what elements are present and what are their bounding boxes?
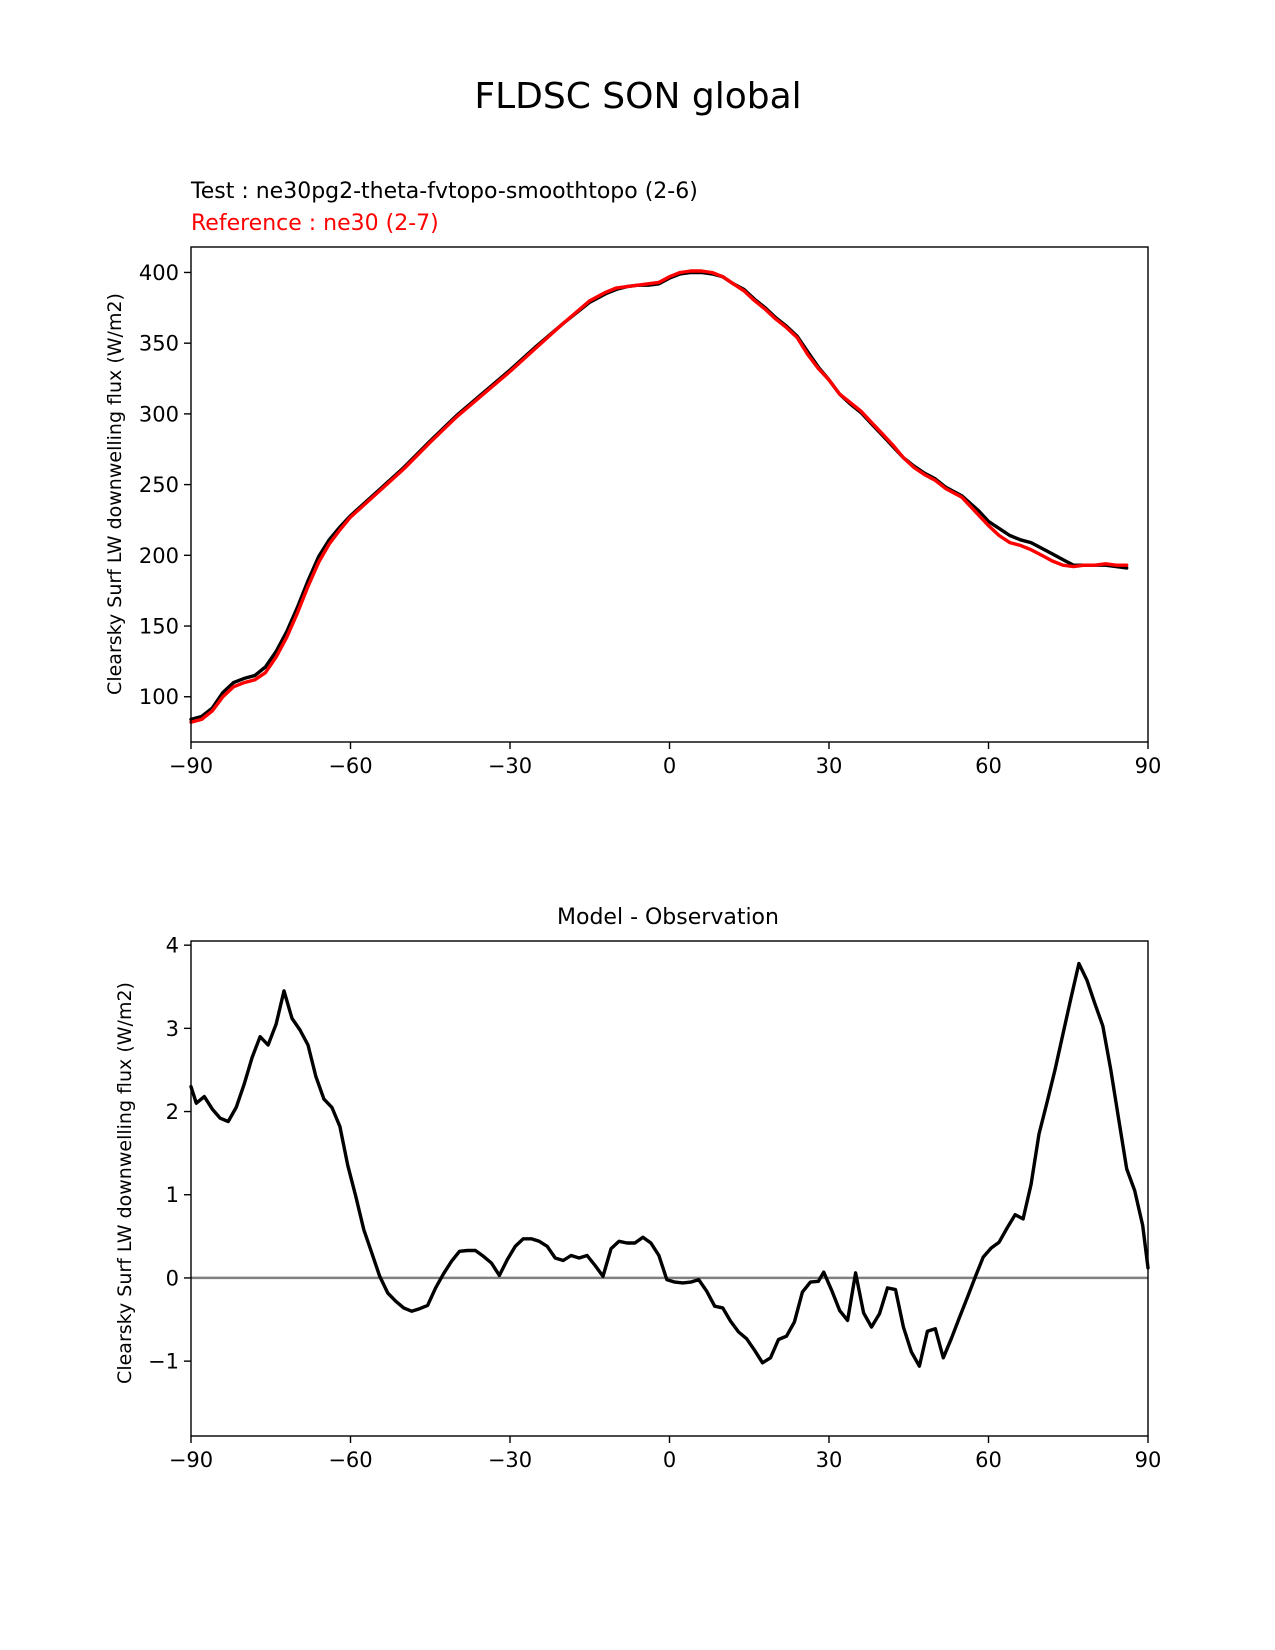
top-x-tick-label: −60 [328, 754, 372, 778]
bottom-x-tick-label: 90 [1135, 1448, 1162, 1472]
top-y-tick-label: 250 [139, 473, 179, 497]
top-y-tick-label: 350 [139, 332, 179, 356]
bottom-chart: Model - Observation Clearsky Surf LW dow… [114, 905, 1161, 1472]
top-plot-area: −90 −60 −30 0 30 60 90 100 150 200 250 300 350 400 [139, 246, 1162, 778]
bottom-x-tick-label: −90 [169, 1448, 213, 1472]
top-y-tick-label: 300 [139, 402, 179, 426]
bottom-y-tick-label: 4 [166, 934, 179, 958]
top-x-tick-label: −90 [169, 754, 213, 778]
bottom-x-tick-label: −60 [328, 1448, 372, 1472]
top-x-tick-label: 90 [1135, 754, 1162, 778]
bottom-x-tick-label: 0 [663, 1448, 676, 1472]
top-y-tick-label: 150 [139, 615, 179, 639]
bottom-x-tick-label: −30 [488, 1448, 532, 1472]
top-x-tick-label: 0 [663, 754, 676, 778]
top-test-label: Test : ne30pg2-theta-fvtopo-smoothtopo (… [190, 179, 698, 204]
bottom-x-tick-label: 60 [975, 1448, 1002, 1472]
top-y-tick-label: 200 [139, 544, 179, 568]
top-x-tick-label: −30 [488, 754, 532, 778]
top-y-tick-label: 400 [139, 261, 179, 285]
top-x-tick-label: 60 [975, 754, 1002, 778]
bottom-y-tick-label: 3 [166, 1017, 179, 1041]
bottom-series-model-observation [189, 961, 1150, 1368]
bottom-y-tick-label: 1 [166, 1183, 179, 1207]
top-series-reference [189, 269, 1129, 724]
bottom-x-tick-label: 30 [816, 1448, 843, 1472]
bottom-chart-title: Model - Observation [557, 905, 779, 930]
top-chart: Test : ne30pg2-theta-fvtopo-smoothtopo (… [104, 179, 1161, 778]
top-y-tick-label: 100 [139, 685, 179, 709]
top-reference-label: Reference : ne30 (2-7) [191, 211, 439, 236]
top-y-axis-label: Clearsky Surf LW downwelling flux (W/m2) [104, 293, 126, 695]
bottom-y-tick-label: −1 [148, 1350, 179, 1374]
bottom-y-axis-label: Clearsky Surf LW downwelling flux (W/m2) [114, 982, 136, 1384]
bottom-y-tick-label: 0 [166, 1266, 179, 1290]
top-x-tick-label: 30 [816, 754, 843, 778]
bottom-y-tick-label: 2 [166, 1100, 179, 1124]
figure-title: FLDSC SON global [474, 76, 801, 117]
bottom-plot-area: −90 −60 −30 0 30 60 90 −1 0 1 2 3 4 [148, 934, 1161, 1472]
